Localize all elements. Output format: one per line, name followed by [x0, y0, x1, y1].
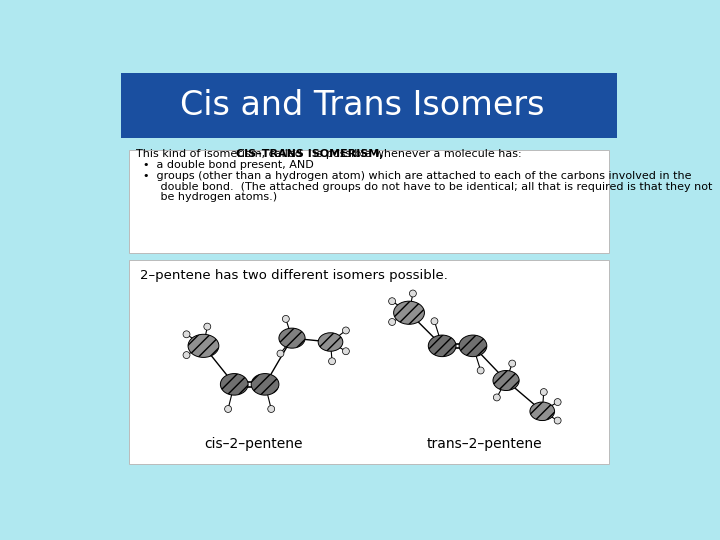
- Ellipse shape: [554, 399, 561, 406]
- Ellipse shape: [343, 348, 349, 355]
- Text: •  a double bond present, AND: • a double bond present, AND: [143, 160, 313, 170]
- Text: trans–2–pentene: trans–2–pentene: [427, 437, 542, 451]
- Ellipse shape: [328, 358, 336, 365]
- Ellipse shape: [279, 328, 305, 348]
- Ellipse shape: [277, 350, 284, 357]
- Ellipse shape: [428, 335, 456, 356]
- Ellipse shape: [225, 406, 232, 413]
- Ellipse shape: [318, 333, 343, 351]
- FancyBboxPatch shape: [129, 150, 609, 253]
- Ellipse shape: [188, 334, 219, 357]
- Ellipse shape: [183, 352, 190, 359]
- FancyBboxPatch shape: [121, 72, 617, 138]
- Text: 2–pentene has two different isomers possible.: 2–pentene has two different isomers poss…: [140, 269, 447, 282]
- Ellipse shape: [282, 315, 289, 322]
- Text: cis–2–pentene: cis–2–pentene: [204, 437, 302, 451]
- Text: is possible whenever a molecule has:: is possible whenever a molecule has:: [310, 149, 521, 159]
- Text: CIS–TRANS ISOMERISM,: CIS–TRANS ISOMERISM,: [235, 149, 383, 159]
- Ellipse shape: [540, 389, 547, 395]
- Text: •  groups (other than a hydrogen atom) which are attached to each of the carbons: • groups (other than a hydrogen atom) wh…: [143, 171, 691, 181]
- Text: be hydrogen atoms.): be hydrogen atoms.): [143, 192, 276, 202]
- Ellipse shape: [554, 417, 561, 424]
- Text: Cis and Trans Isomers: Cis and Trans Isomers: [180, 89, 545, 122]
- Ellipse shape: [431, 318, 438, 325]
- Text: double bond.  (The attached groups do not have to be identical; all that is requ: double bond. (The attached groups do not…: [143, 181, 712, 192]
- Ellipse shape: [389, 298, 395, 305]
- Ellipse shape: [530, 402, 554, 421]
- Text: This kind of isomerism, called: This kind of isomerism, called: [137, 149, 306, 159]
- Ellipse shape: [459, 335, 487, 356]
- Ellipse shape: [204, 323, 211, 330]
- FancyBboxPatch shape: [129, 260, 609, 464]
- Ellipse shape: [509, 360, 516, 367]
- Ellipse shape: [343, 327, 349, 334]
- Ellipse shape: [493, 394, 500, 401]
- Ellipse shape: [251, 374, 279, 395]
- Ellipse shape: [410, 290, 416, 297]
- Ellipse shape: [477, 367, 484, 374]
- Ellipse shape: [268, 406, 274, 413]
- Ellipse shape: [220, 374, 248, 395]
- Ellipse shape: [394, 301, 425, 325]
- Ellipse shape: [183, 331, 190, 338]
- Ellipse shape: [389, 319, 395, 326]
- Ellipse shape: [493, 370, 519, 390]
